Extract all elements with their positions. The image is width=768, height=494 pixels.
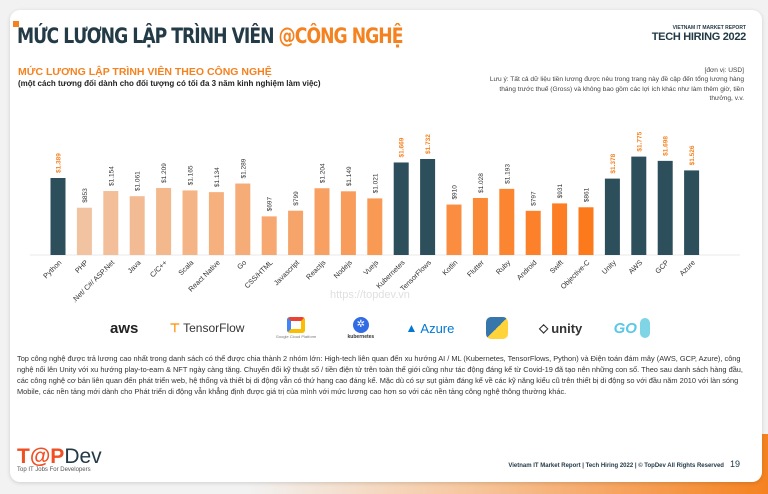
unity-logo: ◇ unity xyxy=(538,320,583,336)
bar-python xyxy=(50,178,66,255)
bar--net-c-asp-net xyxy=(103,191,119,255)
go-logo: GO xyxy=(614,318,650,338)
footer-text: Vietnam IT Market Report | Tech Hiring 2… xyxy=(508,463,724,469)
bar-scala xyxy=(182,190,198,255)
category-label: GCP xyxy=(653,258,671,276)
bar-php xyxy=(76,207,92,255)
title-accent: @CÔNG NGHỆ xyxy=(278,24,404,48)
category-label: CSS/HTML xyxy=(243,258,275,290)
bar-azure xyxy=(684,170,700,255)
bar-reactjs xyxy=(314,188,330,255)
bar-kubernetes xyxy=(393,162,409,255)
aws-logo: aws xyxy=(110,319,139,337)
data-label: $1.134 xyxy=(214,167,221,187)
section-title: MỨC LƯƠNG LẬP TRÌNH VIÊN THEO CÔNG NGHỆ xyxy=(18,66,272,78)
title-marker xyxy=(13,21,19,27)
category-label: Unity xyxy=(600,258,618,276)
category-label: Kotlin xyxy=(440,258,459,277)
data-label: $1.526 xyxy=(689,145,696,165)
bar-gcp xyxy=(657,160,673,255)
brand-big: TECH HIRING 2022 xyxy=(651,31,747,43)
page-title: MỨC LƯƠNG LẬP TRÌNH VIÊN @CÔNG NGHỆ xyxy=(17,24,404,48)
tensorflow-logo: ⊤ TensorFlow xyxy=(169,321,245,335)
footer: Vietnam IT Market Report | Tech Hiring 2… xyxy=(508,459,740,469)
data-label: $799 xyxy=(293,191,300,206)
data-label: $1.732 xyxy=(425,134,432,154)
bar-java xyxy=(129,196,145,255)
brand-small: VIETNAM IT MARKET REPORT xyxy=(672,25,746,31)
category-label: Go xyxy=(235,258,248,271)
data-label: $1.061 xyxy=(135,171,142,191)
note-text: Lưu ý: Tất cả dữ liệu tiền lương được nê… xyxy=(489,76,744,103)
bar-aws xyxy=(631,156,647,255)
category-label: AWS xyxy=(626,258,644,276)
data-label: $1.209 xyxy=(161,163,168,183)
topdev-tagline: Top IT Jobs For Developers xyxy=(17,467,91,473)
watermark: https://topdev.vn xyxy=(330,289,410,301)
category-label: Javascript xyxy=(272,258,301,287)
data-label: $931 xyxy=(557,184,564,199)
bar-nodejs xyxy=(340,191,356,255)
category-label: C/C++ xyxy=(148,258,169,279)
data-label: $1.154 xyxy=(108,166,115,186)
salary-bar-chart: https://topdev.vn $1.389 Python $853 PHP $1.1… xyxy=(30,131,740,304)
category-label: Flutter xyxy=(465,258,486,279)
bar-react-native xyxy=(208,192,224,255)
category-label: Ruby xyxy=(494,258,513,277)
bar-css-html xyxy=(261,216,277,255)
bar-objective-c xyxy=(578,207,594,255)
bar-c-c- xyxy=(156,187,172,255)
python-logo: python xyxy=(485,317,508,339)
data-label: $853 xyxy=(82,188,89,203)
category-label: Nodejs xyxy=(332,258,354,280)
bar-kotlin xyxy=(446,204,462,255)
data-label: $1.289 xyxy=(240,158,247,178)
data-label: $910 xyxy=(452,185,459,200)
data-label: $1.021 xyxy=(372,173,379,193)
bar-flutter xyxy=(472,198,488,255)
azure-logo: ▲ Azure xyxy=(405,320,455,336)
bar-tensorflows xyxy=(420,158,436,255)
category-label: Vuejs xyxy=(361,258,380,277)
title-main: MỨC LƯƠNG LẬP TRÌNH VIÊN xyxy=(17,24,279,48)
data-label: $1.378 xyxy=(610,153,617,173)
unit-note: [đơn vị: USD] Lưu ý: Tất cả dữ liệu tiền … xyxy=(484,66,744,104)
category-label: Java xyxy=(126,258,143,275)
description-paragraph: Top công nghệ được trả lương cao nhất tr… xyxy=(17,354,743,396)
data-label: $1.389 xyxy=(56,153,63,173)
report-brand: VIETNAM IT MARKET REPORT TECH HIRING 2022 xyxy=(651,25,747,43)
data-label: $861 xyxy=(584,187,591,202)
bar-go xyxy=(235,183,251,255)
category-label: Reactjs xyxy=(304,258,328,282)
data-label: $1.204 xyxy=(320,163,327,183)
category-label: Swift xyxy=(548,258,565,275)
data-label: $1.669 xyxy=(399,137,406,157)
bar-swift xyxy=(552,203,568,255)
bar-vuejs xyxy=(367,198,383,255)
bar-javascript xyxy=(288,210,304,255)
data-label: $1.698 xyxy=(663,136,670,156)
category-label: Android xyxy=(515,258,539,282)
unit-label: [đơn vị: USD] xyxy=(704,67,744,74)
data-label: $1.193 xyxy=(504,164,511,184)
category-label: PHP xyxy=(73,258,90,275)
data-label: $797 xyxy=(531,191,538,206)
topdev-logo: T@PDev xyxy=(17,445,102,468)
bar-android xyxy=(525,210,541,255)
category-label: Scala xyxy=(176,258,195,277)
category-label: Azure xyxy=(677,258,697,278)
data-label: $1.775 xyxy=(636,131,643,151)
section-subtitle: (một cách tương đối dành cho đối tượng c… xyxy=(18,79,321,88)
gcp-logo: Google Cloud Platform xyxy=(276,317,316,339)
logo-row: aws ⊤ TensorFlow Google Cloud Platform ✲ k… xyxy=(110,312,650,344)
data-label: $1.165 xyxy=(188,165,195,185)
kubernetes-logo: ✲ kubernetes xyxy=(347,316,375,340)
data-label: $697 xyxy=(267,197,274,212)
page-number: 19 xyxy=(729,459,740,469)
data-label: $1.149 xyxy=(346,166,353,186)
data-label: $1.028 xyxy=(478,173,485,193)
category-label: Python xyxy=(41,258,63,280)
bar-ruby xyxy=(499,188,515,255)
bar-unity xyxy=(604,178,620,255)
